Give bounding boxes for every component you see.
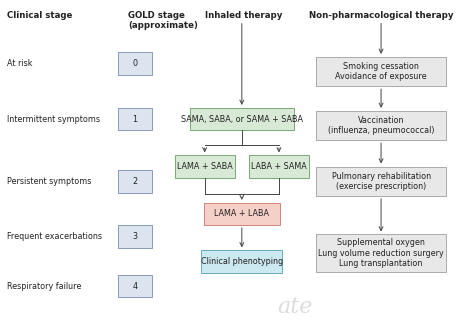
FancyBboxPatch shape — [249, 156, 309, 177]
FancyBboxPatch shape — [316, 57, 446, 86]
FancyBboxPatch shape — [190, 108, 294, 130]
Text: LAMA + LABA: LAMA + LABA — [214, 209, 269, 218]
FancyBboxPatch shape — [118, 274, 153, 297]
Text: Respiratory failure: Respiratory failure — [8, 281, 82, 290]
FancyBboxPatch shape — [203, 203, 280, 225]
Text: At risk: At risk — [8, 59, 33, 68]
FancyBboxPatch shape — [118, 225, 153, 248]
Text: Smoking cessation
Avoidance of exposure: Smoking cessation Avoidance of exposure — [335, 62, 427, 81]
FancyBboxPatch shape — [118, 170, 153, 193]
Text: Vaccination
(influenza, pneumococcal): Vaccination (influenza, pneumococcal) — [328, 116, 434, 135]
Text: Clinical stage: Clinical stage — [8, 11, 73, 20]
FancyBboxPatch shape — [118, 52, 153, 75]
FancyBboxPatch shape — [316, 111, 446, 140]
Text: 0: 0 — [133, 59, 137, 68]
Text: GOLD stage
(approximate): GOLD stage (approximate) — [128, 11, 198, 30]
Text: 4: 4 — [133, 281, 137, 290]
Text: Pulmonary rehabilitation
(exercise prescription): Pulmonary rehabilitation (exercise presc… — [331, 171, 430, 191]
FancyBboxPatch shape — [118, 108, 153, 131]
FancyBboxPatch shape — [316, 234, 446, 272]
FancyBboxPatch shape — [174, 156, 235, 177]
Text: LABA + SAMA: LABA + SAMA — [251, 162, 307, 171]
Text: LAMA + SABA: LAMA + SABA — [177, 162, 233, 171]
Text: 3: 3 — [133, 232, 137, 241]
Text: Frequent exacerbations: Frequent exacerbations — [8, 232, 102, 241]
FancyBboxPatch shape — [201, 250, 283, 273]
FancyBboxPatch shape — [316, 166, 446, 196]
Text: Supplemental oxygen
Lung volume reduction surgery
Lung transplantation: Supplemental oxygen Lung volume reductio… — [318, 238, 444, 268]
Text: SAMA, SABA, or SAMA + SABA: SAMA, SABA, or SAMA + SABA — [181, 115, 303, 124]
Text: Persistent symptoms: Persistent symptoms — [8, 177, 92, 186]
Text: ate: ate — [277, 296, 313, 318]
Text: Clinical phenotyping: Clinical phenotyping — [201, 257, 283, 266]
Text: Non-pharmacological therapy: Non-pharmacological therapy — [309, 11, 453, 20]
Text: 1: 1 — [133, 115, 137, 124]
Text: 2: 2 — [133, 177, 137, 186]
Text: Inhaled therapy: Inhaled therapy — [205, 11, 283, 20]
Text: Intermittent symptoms: Intermittent symptoms — [8, 115, 100, 124]
